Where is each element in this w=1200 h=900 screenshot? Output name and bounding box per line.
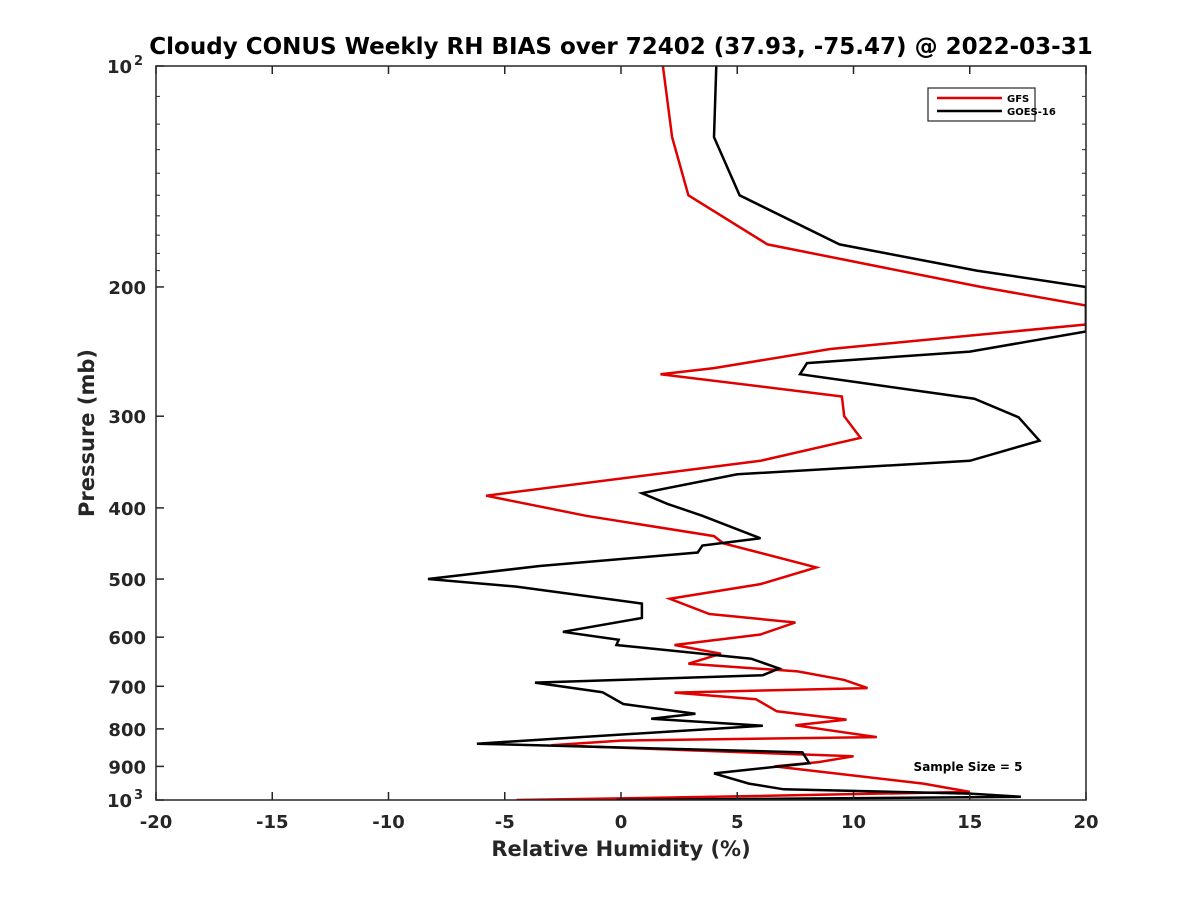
x-tick-label: -5 [495, 812, 515, 833]
legend-entry-goes16: GOES-16 [1007, 107, 1056, 118]
legend: GFS GOES-16 [927, 87, 1056, 122]
y-tick-label: 700 [108, 677, 146, 698]
x-tick-label: 5 [731, 812, 744, 833]
y-tick-label: 200 [108, 278, 146, 299]
y-tick-label: 300 [108, 407, 146, 428]
x-tick-label: 15 [957, 812, 982, 833]
x-tick-label: -10 [372, 812, 405, 833]
series-layer [427, 66, 1086, 800]
sample-size-annotation: Sample Size = 5 [914, 760, 1023, 774]
plot-frame [155, 65, 1087, 801]
x-tick-label: -15 [256, 812, 289, 833]
y-tick-label: 600 [108, 628, 146, 649]
x-tick-label: -20 [140, 812, 173, 833]
legend-entry-gfs: GFS [1007, 94, 1029, 105]
x-axis-ticks: -20 -15 -10 -5 0 5 10 15 20 [140, 66, 1099, 833]
y-tick-label: 10 [107, 791, 132, 812]
y-tick-label: 900 [108, 757, 146, 778]
y-tick-exponent: 2 [134, 54, 143, 69]
x-tick-label: 10 [841, 812, 866, 833]
y-tick-exponent: 3 [134, 788, 143, 803]
y-tick-label: 800 [108, 720, 146, 741]
series-line-goes16 [427, 66, 1086, 800]
legend-box [927, 87, 1036, 122]
x-tick-label: 0 [615, 812, 628, 833]
x-tick-label: 20 [1073, 812, 1098, 833]
y-tick-label: 500 [108, 570, 146, 591]
y-tick-label: 10 [107, 57, 132, 78]
chart-title: Cloudy CONUS Weekly RH BIAS over 72402 (… [149, 34, 1092, 60]
series-line-gfs [485, 66, 1086, 800]
y-axis-label: Pressure (mb) [75, 349, 99, 517]
x-axis-label: Relative Humidity (%) [491, 837, 750, 861]
y-tick-label: 400 [108, 499, 146, 520]
